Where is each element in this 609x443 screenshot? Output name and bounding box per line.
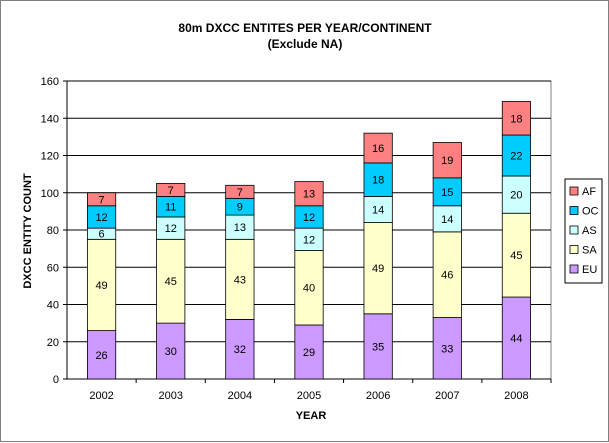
data-label-af: 19: [441, 155, 453, 167]
x-tick-label: 2002: [89, 390, 113, 402]
data-label-oc: 11: [165, 202, 176, 214]
bar-segment-oc: [363, 162, 393, 197]
data-label-af: 7: [168, 185, 174, 197]
legend-swatch-sa: [569, 245, 579, 254]
data-label-sa: 49: [372, 263, 384, 275]
legend-label-as: AS: [582, 225, 597, 237]
bar-segment-sa: [501, 212, 532, 298]
bar-segment-as: [432, 205, 462, 233]
data-label-as: 14: [441, 214, 453, 226]
legend-swatch-eu: [569, 264, 579, 274]
data-label-eu: 29: [303, 347, 315, 359]
legend-label-sa: SA: [582, 245, 597, 257]
legend-label-af: AF: [582, 186, 596, 198]
data-label-oc: 18: [372, 175, 384, 187]
data-label-sa: 45: [510, 250, 522, 262]
x-tick-label: 2008: [504, 390, 528, 402]
legend: AF OC AS SA EU: [564, 178, 603, 284]
legend-swatch-as: [569, 225, 579, 235]
bar-segment-sa: [225, 238, 255, 320]
legend-swatch-af: [569, 186, 579, 196]
data-label-oc: 12: [303, 212, 315, 224]
data-label-as: 20: [510, 190, 522, 202]
data-label-oc: 12: [95, 212, 107, 224]
data-label-eu: 30: [165, 346, 177, 358]
chart-subtitle: (Exclude NA): [268, 37, 343, 51]
y-tick-label: 0: [53, 374, 59, 386]
legend-label-oc: OC: [582, 206, 599, 218]
bar-segment-af: [294, 181, 324, 207]
bar-segment-af: [156, 183, 186, 197]
bar-segment-sa: [156, 238, 186, 324]
x-tick-label: 2006: [366, 390, 390, 402]
x-tick-label: 2007: [435, 390, 459, 402]
plot-area: 0 20 40 60 80 100 120 140 160 26 49 6 12 7 2002 30 45 12 1…: [41, 76, 552, 402]
data-label-sa: 43: [234, 274, 246, 286]
data-label-af: 18: [510, 113, 522, 125]
bar-segment-eu: [86, 330, 117, 380]
bar-segment-as: [225, 214, 255, 240]
y-tick-label: 40: [47, 300, 59, 312]
data-label-oc: 9: [237, 202, 243, 214]
bar-segment-oc: [432, 177, 462, 207]
data-label-af: 16: [372, 143, 384, 155]
data-label-as: 12: [165, 223, 177, 235]
data-label-oc: 22: [510, 151, 522, 163]
data-label-eu: 35: [372, 341, 384, 353]
data-label-as: 12: [303, 234, 315, 246]
bar-segment-af: [225, 184, 255, 199]
data-label-eu: 33: [441, 343, 453, 355]
data-label-as: 13: [234, 222, 246, 234]
y-tick-label: 100: [41, 188, 59, 200]
bar-segment-af: [501, 101, 532, 136]
y-axis-title: DXCC ENTITY COUNT: [22, 173, 34, 289]
y-tick-label: 120: [41, 151, 59, 163]
bar-segment-sa: [86, 238, 117, 331]
legend-label-eu: EU: [582, 264, 597, 276]
data-label-sa: 49: [95, 280, 107, 292]
x-tick-label: 2004: [228, 390, 252, 402]
data-label-eu: 44: [510, 333, 522, 345]
data-label-sa: 46: [441, 270, 453, 282]
legend-swatch-oc: [569, 206, 579, 215]
bar-segment-sa: [432, 231, 462, 318]
bar-segment-eu: [294, 324, 324, 380]
bar-segment-af: [363, 132, 393, 164]
x-tick-label: 2005: [297, 390, 321, 402]
x-tick-label: 2003: [158, 390, 182, 402]
data-label-eu: 32: [234, 344, 246, 356]
bar-segment-af: [86, 192, 117, 207]
data-label-af: 7: [99, 194, 105, 206]
chart-title: 80m DXCC ENTITES PER YEAR/CONTINENT: [178, 21, 432, 35]
data-label-eu: 26: [95, 350, 107, 362]
data-label-oc: 15: [441, 187, 453, 199]
data-label-af: 7: [237, 187, 243, 199]
bar-segment-as: [501, 175, 532, 214]
y-tick-label: 160: [41, 76, 59, 88]
bar-segment-sa: [363, 222, 393, 315]
data-label-as: 6: [99, 229, 105, 241]
bar-segment-af: [432, 142, 462, 179]
bar-segment-eu: [432, 317, 462, 380]
y-tick-label: 20: [47, 337, 59, 349]
data-label-af: 13: [303, 189, 315, 201]
x-axis-title: YEAR: [296, 410, 327, 422]
y-tick-label: 140: [41, 113, 59, 125]
data-label-sa: 40: [303, 283, 315, 295]
y-tick-label: 60: [47, 262, 59, 274]
data-label-sa: 45: [165, 276, 177, 288]
data-label-as: 14: [372, 205, 384, 217]
y-tick-label: 80: [47, 225, 59, 237]
